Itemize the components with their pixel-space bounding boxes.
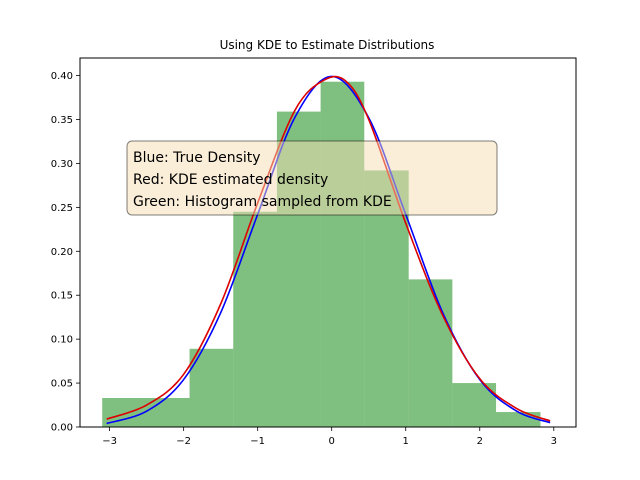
x-tick-label: −3	[102, 436, 117, 447]
x-axis: −3 −2 −1 0 1 2 3	[102, 427, 557, 447]
histogram-bars	[102, 81, 541, 427]
histogram-bar-8	[496, 412, 541, 427]
y-tick-label: 0.35	[51, 115, 73, 126]
x-tick-label: −2	[176, 436, 191, 447]
legend-annotation: Blue: True Density Red: KDE estimated de…	[126, 140, 498, 216]
y-tick-label: 0.00	[51, 423, 73, 434]
density-lines	[106, 75, 551, 425]
chart-title: Using KDE to Estimate Distributions	[220, 38, 435, 52]
annotation-line-green: Green: Histogram sampled from KDE	[133, 194, 392, 210]
x-tick-label: −1	[250, 436, 265, 447]
x-tick-label: 1	[403, 436, 409, 447]
histogram-bar-0	[102, 398, 190, 427]
y-tick-label: 0.40	[51, 71, 73, 82]
y-tick-label: 0.15	[51, 291, 73, 302]
kde-estimate-line	[106, 75, 551, 422]
x-tick-label: 3	[551, 436, 557, 447]
histogram-bar-1	[189, 348, 234, 427]
y-tick-label: 0.20	[51, 247, 73, 258]
y-tick-label: 0.30	[51, 159, 73, 170]
y-tick-label: 0.05	[51, 379, 73, 390]
x-tick-label: 2	[477, 436, 483, 447]
annotation-line-blue: Blue: True Density	[133, 150, 261, 166]
annotation-line-red: Red: KDE estimated density	[133, 172, 328, 188]
y-tick-label: 0.25	[51, 203, 73, 214]
annotation-box	[126, 140, 498, 216]
histogram-bar-6	[408, 279, 453, 427]
histogram-bar-2	[233, 211, 277, 427]
x-tick-label: 0	[329, 436, 335, 447]
y-axis: 0.00 0.05 0.10 0.15 0.20 0.25 0.30 0.35 0.40	[51, 71, 80, 434]
plot-frame	[79, 57, 577, 428]
y-tick-label: 0.10	[51, 335, 73, 346]
histogram-bar-4	[320, 81, 365, 427]
